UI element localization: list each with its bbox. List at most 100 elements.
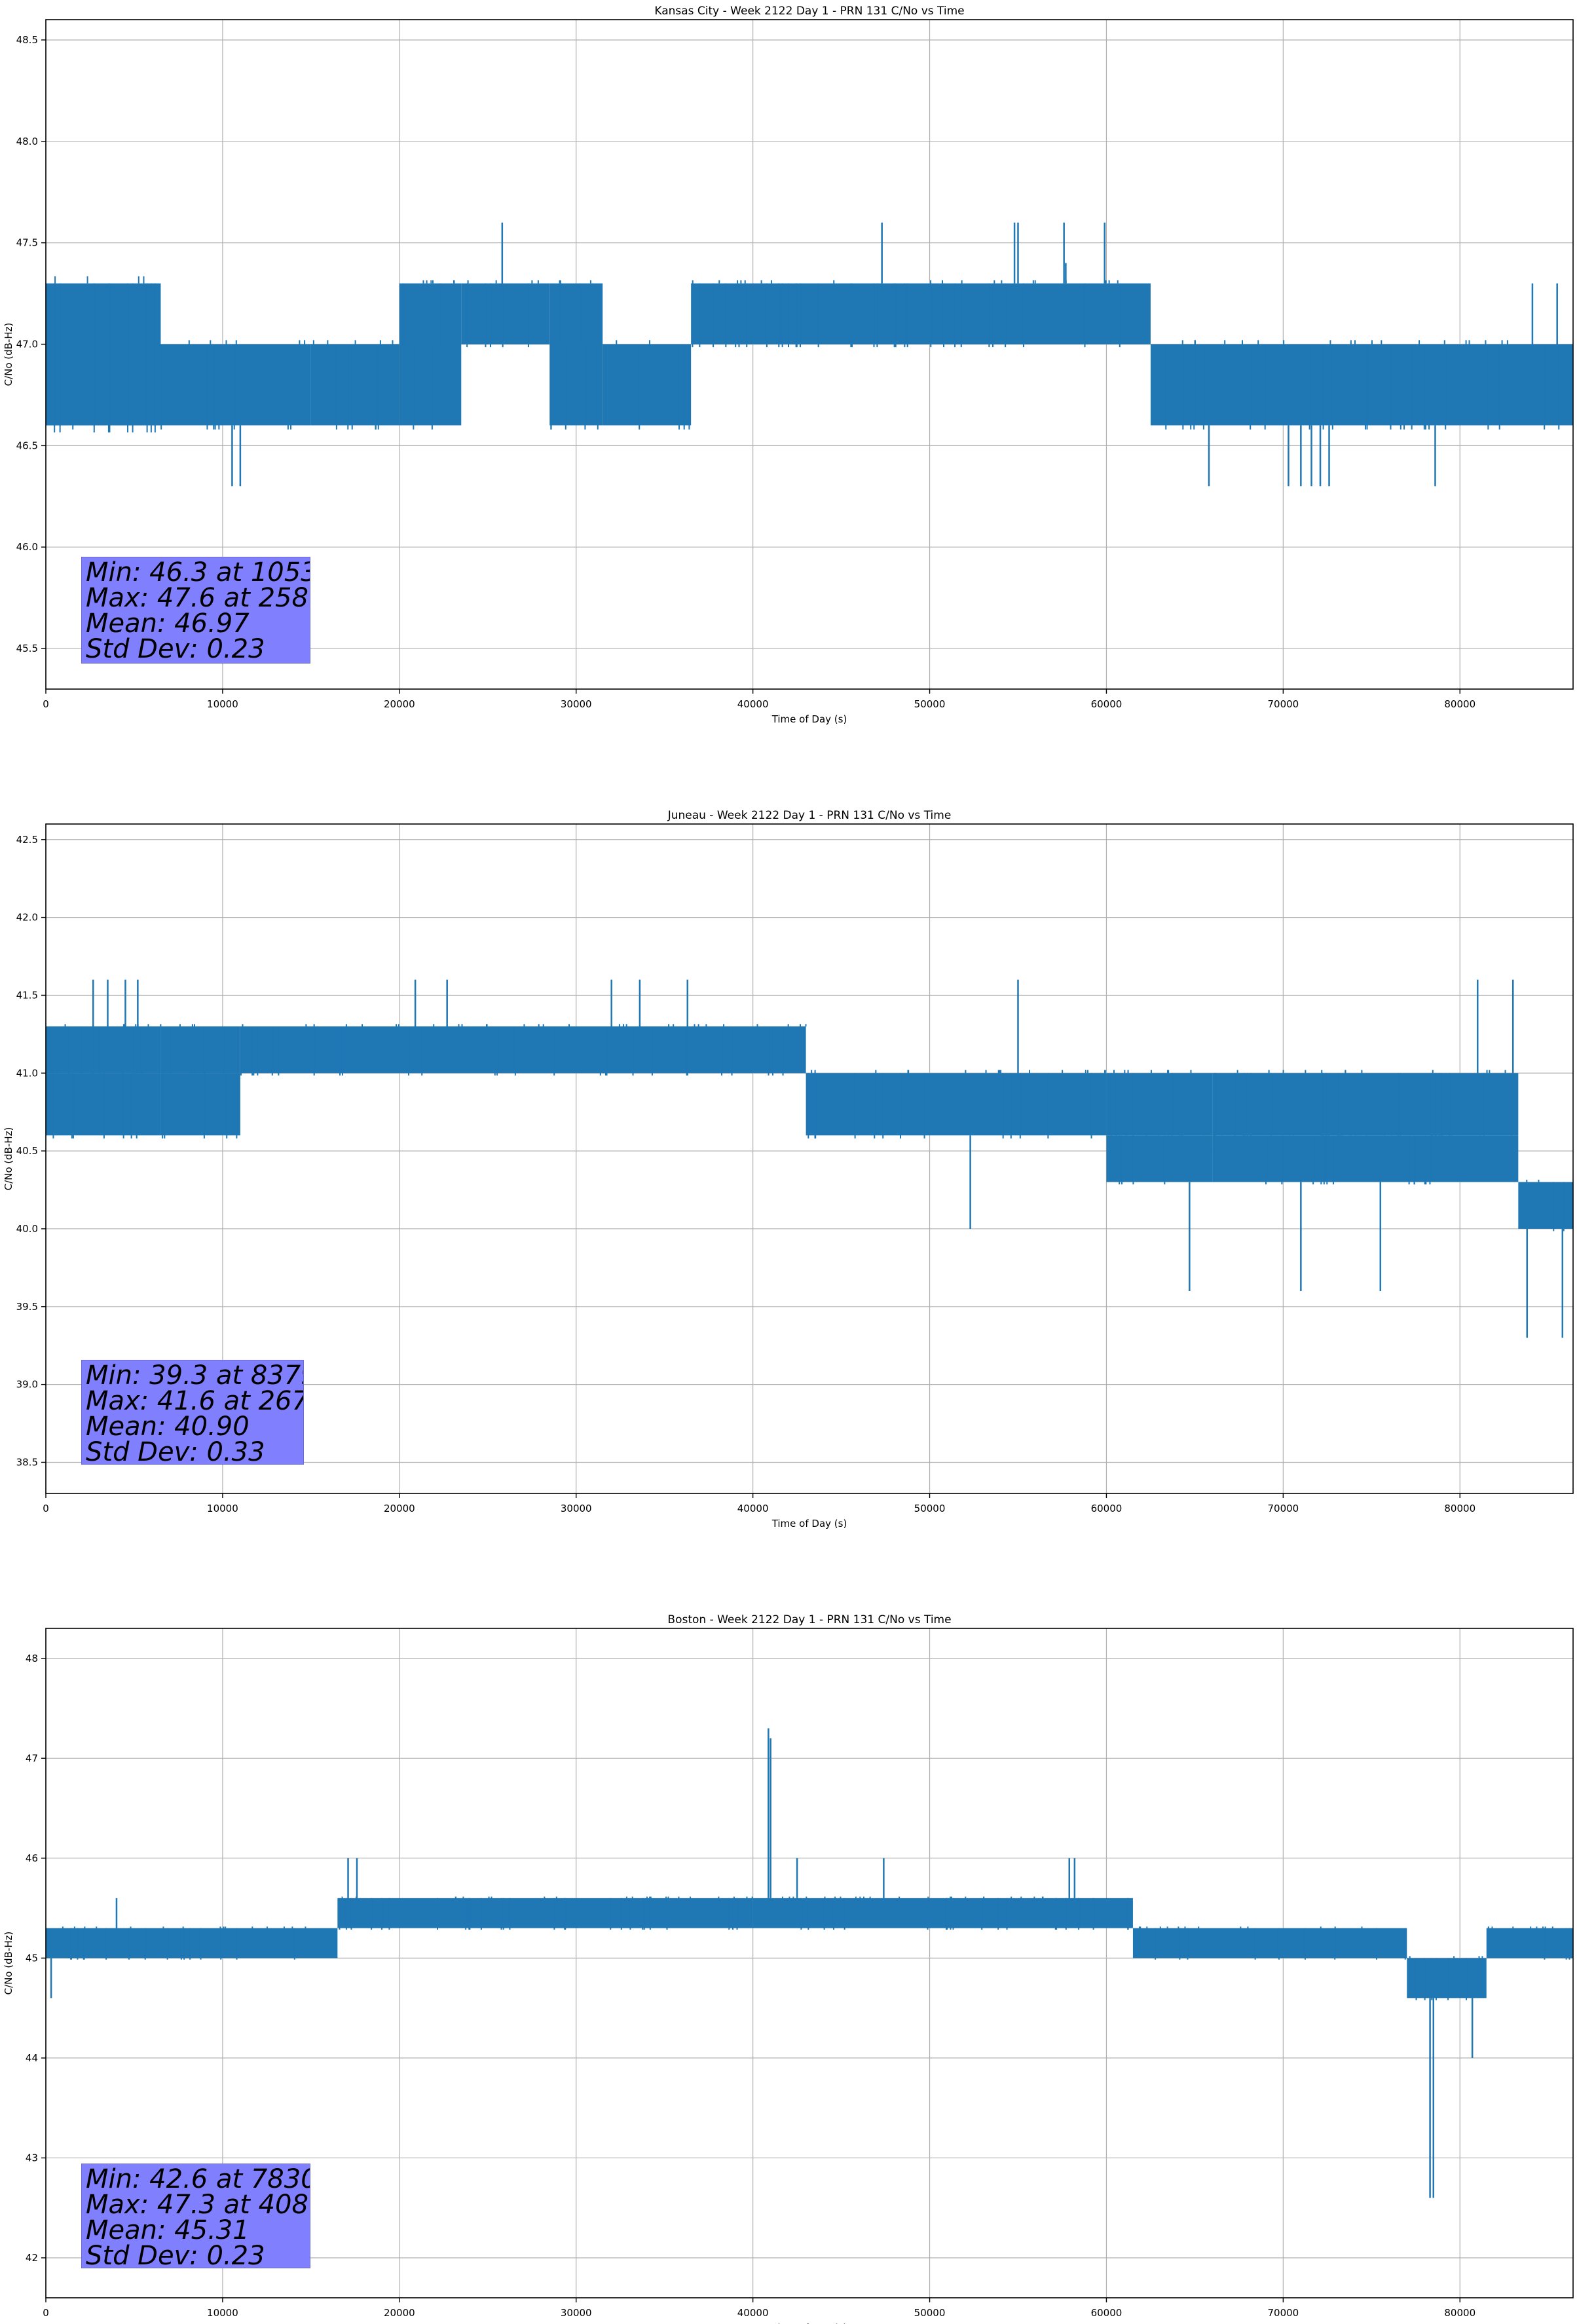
data-band [691,283,1151,345]
y-tick-label: 47 [26,1752,38,1764]
chart-1: 0 10000 20000 30000 40000 50000 60000 70000 8000… [3,809,1574,1529]
stats-max: Max: 47.6 at 25818 [86,583,310,613]
x-tick-label: 30000 [561,1503,592,1514]
y-tick-label: 42.5 [16,834,38,846]
y-tick-label: 42.0 [16,912,38,924]
x-tick-label: 50000 [914,698,946,710]
stats-min: Min: 39.3 at 83798 [86,1360,303,1391]
y-axis-label: C/No (dB-Hz) [3,1127,14,1191]
data-band [160,344,311,426]
x-tick-label: 50000 [914,2307,946,2319]
x-axis-label: Time of Day (s) [771,1518,847,1529]
stats-max: Max: 41.6 at 2678 [86,1386,304,1416]
x-tick-label: 50000 [914,1503,946,1514]
stats-min: Min: 46.3 at 10538 [86,557,310,588]
data-band [1212,1135,1519,1182]
y-tick-label: 41.5 [16,989,38,1001]
y-tick-label: 43 [26,2152,38,2164]
stats-box: Min: 39.3 at 83798Max: 41.6 at 2678Mean:… [81,1360,304,1465]
chart-title: Juneau - Week 2122 Day 1 - PRN 131 C/No … [667,809,952,822]
data-band [337,1898,753,1928]
x-tick-label: 40000 [737,1503,769,1514]
data-band [806,1073,1107,1136]
data-band [1106,1073,1213,1136]
data-series [46,1728,1573,2198]
stats-mean: Mean: 40.90 [86,1412,250,1442]
data-band [549,344,603,426]
x-tick-label: 60000 [1091,1503,1122,1514]
data-band [160,1026,240,1074]
x-tick-label: 60000 [1091,2307,1122,2319]
data-band [399,344,462,426]
y-tick-label: 40.5 [16,1145,38,1157]
x-tick-label: 10000 [207,2307,238,2319]
y-axis-label: C/No (dB-Hz) [3,1932,14,1995]
x-tick-label: 0 [43,1503,49,1514]
x-axis-label: Time of Day (s) [771,2322,847,2324]
y-tick-label: 38.5 [16,1456,38,1468]
y-tick-label: 46 [26,1852,38,1864]
plot-frame [45,823,1574,1494]
data-band [1132,1928,1407,1959]
chart-title: Kansas City - Week 2122 Day 1 - PRN 131 … [654,5,964,18]
data-band [1212,1073,1519,1136]
x-tick-label: 20000 [384,1503,415,1514]
x-tick-label: 80000 [1444,698,1475,710]
data-series [46,222,1573,487]
y-tick-label: 45 [26,1952,38,1964]
y-tick-label: 41.0 [16,1067,38,1079]
chart-title: Boston - Week 2122 Day 1 - PRN 131 C/No … [667,1613,951,1626]
data-band [46,1026,161,1074]
x-tick-label: 20000 [384,698,415,710]
data-band [1407,1958,1487,1998]
x-tick-label: 0 [43,698,49,710]
y-tick-label: 47.0 [16,339,38,350]
stats-min: Min: 42.6 at 78308 [86,2164,310,2194]
stats-mean: Mean: 46.97 [86,609,250,639]
y-tick-label: 48.0 [16,136,38,147]
x-tick-label: 30000 [561,698,592,710]
x-tick-label: 80000 [1444,2307,1475,2319]
data-band [46,1928,338,1959]
y-tick-label: 48.5 [16,34,38,46]
data-band [399,283,462,345]
x-tick-label: 70000 [1267,1503,1299,1514]
x-tick-label: 70000 [1267,698,1299,710]
data-band [240,1026,806,1074]
y-tick-label: 46.0 [16,541,38,553]
x-tick-label: 40000 [737,2307,769,2319]
y-tick-label: 45.5 [16,643,38,654]
data-band [1518,1182,1573,1229]
y-tick-label: 47.5 [16,237,38,249]
x-tick-label: 70000 [1267,2307,1299,2319]
y-tick-label: 39.0 [16,1379,38,1391]
stats-mean: Mean: 45.31 [86,2215,250,2245]
plot-frame [45,19,1574,690]
x-tick-label: 0 [43,2307,49,2319]
data-band [46,283,161,426]
data-band [46,1073,161,1136]
y-axis-label: C/No (dB-Hz) [3,323,14,386]
y-tick-label: 44 [26,2052,38,2064]
y-tick-label: 40.0 [16,1223,38,1235]
data-band [461,283,550,345]
data-band [603,344,692,426]
x-tick-label: 10000 [207,698,238,710]
x-tick-label: 80000 [1444,1503,1475,1514]
x-tick-label: 40000 [737,698,769,710]
stats-std: Std Dev: 0.23 [86,634,265,664]
data-band [1486,1928,1573,1959]
y-tick-label: 46.5 [16,440,38,451]
stats-max: Max: 47.3 at 40878 [86,2190,310,2220]
x-axis-label: Time of Day (s) [771,713,847,725]
stats-std: Std Dev: 0.33 [86,1437,265,1465]
stats-std: Std Dev: 0.23 [86,2241,265,2268]
data-band [1106,1135,1213,1182]
data-band [1150,344,1573,426]
x-tick-label: 10000 [207,1503,238,1514]
data-band [752,1898,1133,1928]
data-series [46,979,1573,1338]
y-tick-label: 48 [26,1653,38,1664]
